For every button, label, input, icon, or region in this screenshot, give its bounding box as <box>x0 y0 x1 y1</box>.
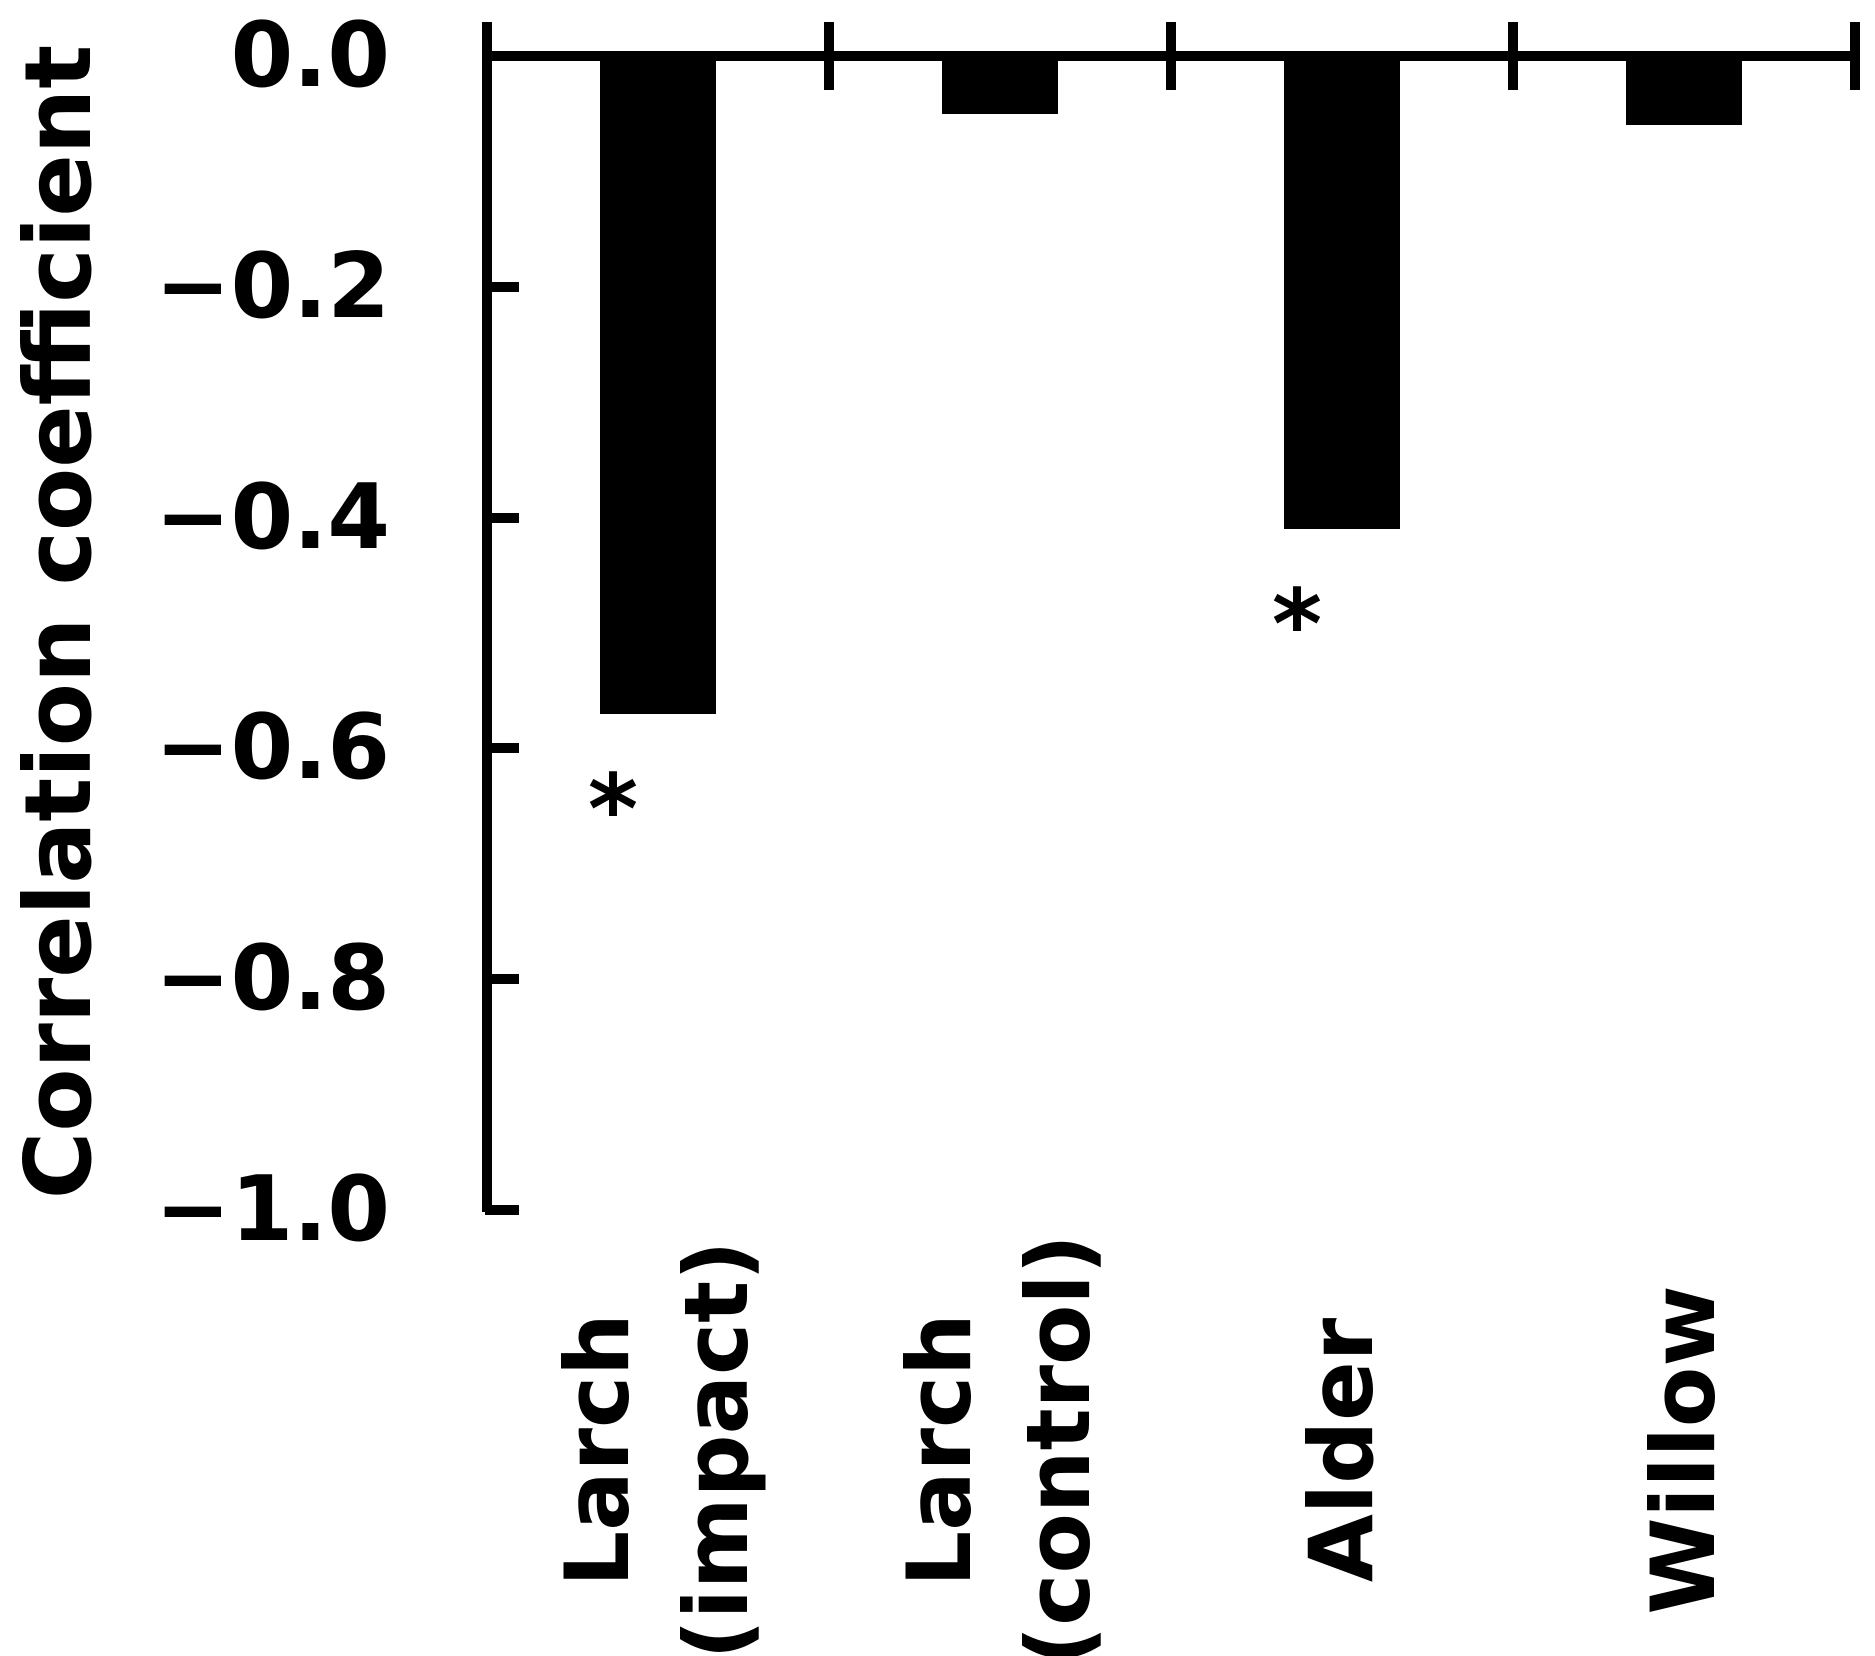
category-label: Willow <box>1364 1130 1875 1656</box>
category-label-text: Willow <box>1625 1285 1744 1614</box>
y-tick-label: −1.0 <box>155 1157 390 1262</box>
y-axis-title-text: Correlation coefficient <box>4 44 112 1200</box>
y-axis-tick <box>485 1205 519 1215</box>
y-tick-label: −0.6 <box>155 695 390 801</box>
y-axis-tick <box>485 743 519 754</box>
significance-asterisk: * <box>1271 569 1323 681</box>
y-axis-line <box>482 22 492 1212</box>
significance-asterisk: * <box>587 754 639 866</box>
y-tick-label: −0.4 <box>155 464 390 570</box>
bar <box>1626 56 1742 125</box>
x-axis-tick <box>1850 22 1860 90</box>
category-label-line: Larch <box>888 1313 992 1587</box>
category-label-line: Larch <box>546 1313 650 1587</box>
x-axis-tick <box>1508 22 1518 90</box>
y-tick-label: −0.2 <box>155 233 390 339</box>
bar <box>1284 56 1400 529</box>
x-axis-tick <box>1166 22 1176 90</box>
y-axis-title: Correlation coefficient <box>0 22 158 1222</box>
x-axis-tick <box>824 22 834 90</box>
y-axis-tick <box>485 512 519 523</box>
category-label-line: Willow <box>1631 1285 1735 1615</box>
bar <box>600 56 716 714</box>
y-axis-tick <box>485 281 519 292</box>
y-tick-label: 0.0 <box>230 3 390 108</box>
bar <box>942 56 1058 114</box>
y-tick-label: −0.8 <box>155 926 390 1032</box>
y-axis-tick <box>485 974 519 985</box>
